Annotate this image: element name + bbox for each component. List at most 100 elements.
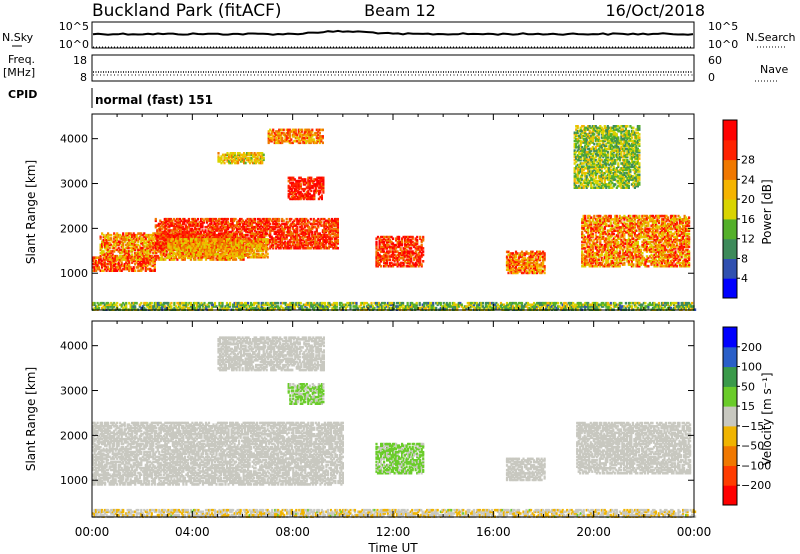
echo-cell: [308, 179, 311, 183]
echo-cell: [137, 243, 140, 247]
echo-cell: [192, 232, 195, 235]
echo-cell: [402, 303, 405, 307]
echo-cell: [370, 301, 373, 305]
echo-cell: [315, 242, 318, 245]
echo-cell: [158, 305, 161, 308]
echo-cell: [279, 229, 282, 232]
echo-cell: [315, 227, 318, 231]
echo-cell: [311, 240, 314, 244]
echo-cell: [179, 303, 182, 307]
echo-cell: [125, 250, 128, 253]
echo-cell: [320, 183, 323, 186]
echo-cell: [132, 240, 135, 243]
echo-cell: [165, 256, 168, 260]
echo-cell: [110, 262, 113, 266]
echo-cell: [259, 247, 262, 251]
echo-cell: [129, 250, 132, 253]
echo-cell: [290, 245, 293, 248]
echo-cell: [548, 303, 551, 307]
echo-cell: [230, 256, 233, 260]
echo-cell: [295, 179, 298, 183]
echo-cell: [505, 301, 509, 305]
echo-cell: [172, 232, 175, 235]
echo-cell: [98, 256, 101, 259]
echo-cell: [356, 306, 360, 310]
echo-cell: [213, 227, 216, 231]
echo-cell: [230, 246, 233, 249]
echo-cell: [475, 303, 478, 307]
echo-cell: [192, 239, 195, 243]
echo-cell: [292, 305, 295, 308]
echo-cell: [289, 191, 292, 194]
echo-cell: [172, 234, 175, 237]
echo-cell: [379, 303, 382, 307]
echo-cell: [165, 245, 168, 248]
echo-cell: [195, 234, 198, 237]
echo-cell: [221, 254, 224, 257]
echo-cell: [350, 301, 354, 305]
echo-cell: [220, 217, 224, 221]
echo-cell: [390, 301, 393, 305]
echo-cell: [195, 251, 198, 254]
echo-cell: [186, 251, 189, 254]
echo-cell: [579, 305, 582, 308]
echo-cell: [288, 246, 291, 250]
echo-cell: [195, 227, 198, 231]
echo-cell: [168, 247, 171, 251]
echo-cell: [203, 241, 206, 244]
echo-cell: [131, 261, 134, 264]
echo-cell: [320, 179, 323, 183]
echo-cell: [126, 246, 129, 250]
echo-cell: [102, 256, 105, 259]
echo-cell: [295, 186, 298, 189]
echo-cell: [119, 269, 122, 272]
echo-cell: [179, 306, 182, 310]
echo-cell: [210, 217, 213, 221]
echo-cell: [117, 246, 120, 250]
echo-cell: [293, 184, 296, 188]
echo-cell: [153, 301, 156, 305]
echo-cell: [333, 232, 336, 235]
echo-cell: [578, 305, 581, 308]
echo-cell: [194, 249, 197, 253]
echo-cell: [239, 252, 242, 256]
echo-cell: [174, 305, 177, 308]
echo-cell: [104, 262, 107, 266]
echo-cell: [122, 233, 125, 237]
echo-cell: [213, 221, 216, 224]
echo-cell: [301, 194, 304, 197]
echo-cell: [119, 264, 122, 268]
echo-cell: [397, 306, 400, 310]
echo-cell: [662, 306, 665, 310]
echo-cell: [177, 234, 180, 237]
echo-cell: [305, 229, 308, 232]
echo-cell: [336, 242, 339, 245]
echo-cell: [213, 232, 216, 235]
echo-cell: [265, 301, 268, 305]
echo-cell: [317, 238, 320, 242]
echo-cell: [291, 235, 294, 239]
echo-cell: [275, 246, 278, 250]
echo-cell: [198, 306, 202, 310]
echo-cell: [318, 246, 321, 250]
echo-cell: [330, 245, 333, 248]
echo-cell: [162, 250, 165, 253]
echo-cell: [195, 238, 198, 241]
echo-cell: [292, 301, 295, 305]
echo-cell: [312, 221, 315, 224]
echo-cell: [254, 227, 257, 231]
echo-cell: [303, 230, 306, 234]
echo-cell: [278, 232, 281, 235]
echo-cell: [197, 301, 200, 305]
echo-cell: [323, 243, 326, 247]
echo-cell: [614, 301, 617, 305]
echo-cell: [275, 217, 278, 221]
echo-cell: [294, 237, 297, 240]
echo-cell: [218, 305, 221, 308]
echo-cell: [174, 219, 177, 223]
echo-cell: [236, 254, 239, 258]
echo-cell: [154, 245, 157, 248]
echo-cell: [188, 232, 191, 235]
echo-cell: [163, 234, 166, 237]
echo-cell: [132, 305, 135, 308]
